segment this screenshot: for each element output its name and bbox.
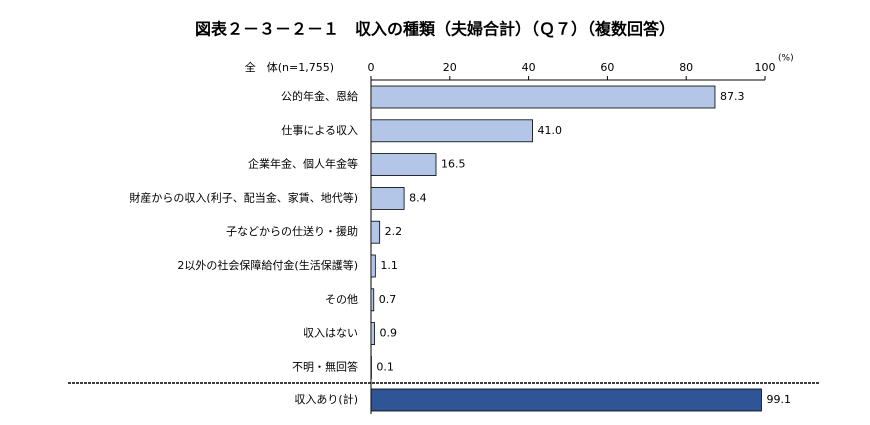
value-label: 99.1: [766, 393, 791, 406]
bar: [370, 153, 437, 177]
value-label: 1.1: [380, 259, 398, 272]
y-tick-label: 公的年金、恩給: [281, 89, 358, 103]
y-tick-label: 仕事による収入: [281, 124, 358, 137]
x-tick-label: 100: [755, 61, 776, 74]
value-label: 16.5: [441, 158, 466, 171]
value-label: 0.9: [380, 327, 398, 340]
x-tick-label: 80: [679, 61, 693, 74]
value-label: 87.3: [720, 90, 745, 103]
value-label: 41.0: [538, 124, 563, 137]
bar: [370, 220, 381, 244]
bar: [370, 288, 375, 312]
bar: [370, 322, 375, 346]
x-tick-label: 40: [522, 61, 536, 74]
y-tick-label: 財産からの収入(利子、配当金、家賃、地代等): [129, 190, 358, 204]
group-label: 全 体(n=1,755): [245, 60, 334, 74]
bar: [370, 119, 533, 143]
x-tick-label: 0: [368, 61, 375, 74]
y-tick-label: 収入あり(計): [294, 392, 358, 406]
y-tick-label: 不明・無回答: [292, 359, 358, 373]
y-tick-label: 2以外の社会保障給付金(生活保護等): [177, 258, 358, 272]
bar: [370, 85, 716, 109]
bar: [370, 186, 405, 210]
value-label: 2.2: [385, 225, 403, 238]
y-tick-label: 子などからの仕送り・援助: [226, 224, 358, 238]
value-label: 0.7: [379, 293, 397, 306]
bar: [370, 254, 376, 278]
unit-label: (%): [778, 54, 794, 64]
y-tick-label: 収入はない: [303, 327, 358, 340]
bar: [370, 388, 762, 412]
chart-title: 図表２－３－２－１ 収入の種類（夫婦合計）（Ｑ７）（複数回答）: [195, 20, 675, 39]
x-tick-label: 60: [600, 61, 614, 74]
y-tick-label: その他: [325, 293, 358, 306]
x-tick-label: 20: [443, 61, 457, 74]
value-label: 0.1: [376, 360, 394, 373]
y-tick-label: 企業年金、個人年金等: [248, 157, 358, 171]
value-label: 8.4: [409, 191, 427, 204]
